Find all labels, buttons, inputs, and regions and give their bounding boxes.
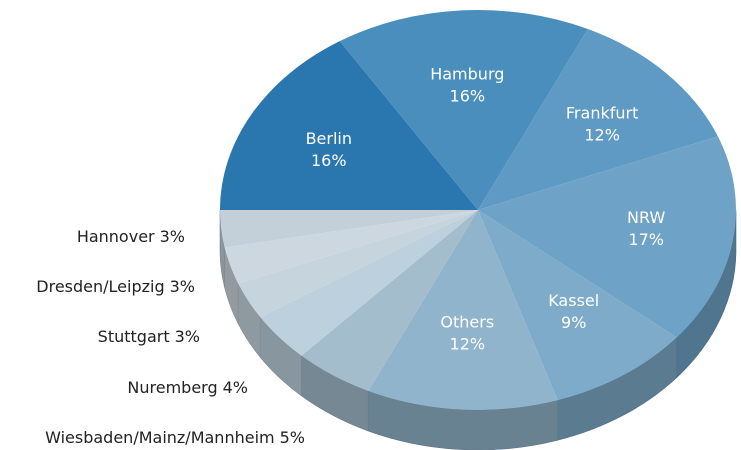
slice-label: Wiesbaden/Mainz/Mannheim 5%: [45, 428, 305, 447]
slice-value-label: 3%: [160, 227, 185, 246]
slice: [238, 210, 478, 318]
slice-name: Hannover: [77, 227, 155, 246]
slice-name: Dresden/Leipzig: [36, 277, 164, 296]
slice: [260, 210, 478, 356]
slice-name: Stuttgart: [98, 327, 170, 346]
slice-value-label: 4%: [223, 378, 248, 397]
slice-label: Berlin: [306, 129, 352, 148]
slice-value-label: 5%: [280, 428, 305, 447]
slice-value-label: 3%: [170, 277, 195, 296]
slice-value-label: 3%: [175, 327, 200, 346]
slice-label: Nuremberg 4%: [127, 378, 248, 397]
pie-top: [220, 9, 736, 410]
slice-value-label: 16%: [311, 151, 347, 170]
slice-value-label: 17%: [628, 230, 664, 249]
slice: [220, 210, 478, 248]
slice-label: Hannover 3%: [77, 227, 185, 246]
slice-label: Dresden/Leipzig 3%: [36, 277, 195, 296]
slice: [339, 9, 588, 211]
slice-value-label: 12%: [450, 334, 486, 353]
slice-name: Nuremberg: [127, 378, 217, 397]
slice: [368, 210, 558, 410]
slice-label: Stuttgart 3%: [98, 327, 200, 346]
slice: [478, 29, 718, 210]
slice-value-label: 12%: [584, 126, 620, 145]
slice-value-label: 16%: [450, 87, 486, 106]
slice-value-label: 9%: [561, 313, 586, 332]
slice-label: Others: [440, 312, 494, 331]
slice-label: Hamburg: [430, 65, 504, 84]
slice-name: Wiesbaden/Mainz/Mannheim: [45, 428, 274, 447]
slice: [478, 210, 677, 401]
slice-label: NRW: [627, 208, 665, 227]
slice-label: Frankfurt: [566, 104, 638, 123]
pie-sides: [219, 209, 737, 450]
slice: [478, 136, 736, 338]
slice: [224, 210, 478, 284]
slice: [301, 210, 478, 391]
slice-label: Kassel: [548, 291, 599, 310]
slice: [220, 41, 478, 210]
